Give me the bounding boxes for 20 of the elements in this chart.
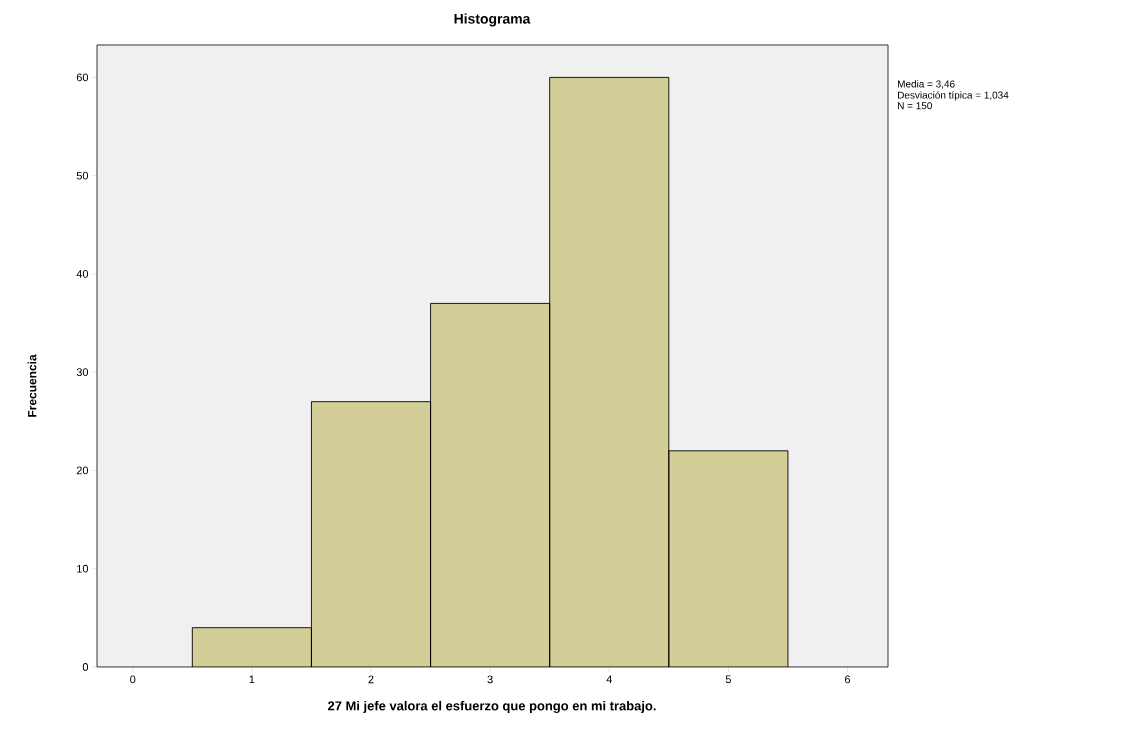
y-tick-label: 10	[77, 564, 89, 573]
x-tick-label: 0	[130, 675, 136, 684]
x-tick-label: 1	[249, 675, 255, 684]
x-tick-label: 5	[725, 675, 731, 684]
x-tick-label: 4	[606, 675, 612, 684]
chart-title: Histograma	[454, 13, 531, 27]
y-tick-label: 20	[76, 466, 89, 475]
x-axis-title: 27 Mi jefe valora el esfuerzo que pongo en mi trabajo.	[328, 700, 656, 714]
x-tick-label: 3	[487, 675, 493, 684]
x-tick-label: 2	[368, 675, 374, 684]
y-axis-title: Frecuencia	[27, 354, 37, 417]
text: Media = 3,46	[898, 80, 955, 89]
y-tick-label: 40	[76, 270, 89, 278]
y-tick-label: 60	[76, 73, 89, 82]
y-tick-label: 0	[82, 663, 89, 671]
y-tick-label: 30	[76, 368, 89, 377]
x-tick-label: 6	[845, 675, 851, 684]
text: Desviación típica = 1,034	[898, 91, 1009, 101]
y-tick-label: 50	[76, 171, 89, 180]
text: N = 150	[898, 102, 932, 110]
